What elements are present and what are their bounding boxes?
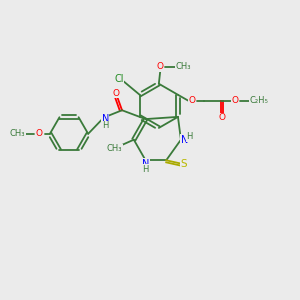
Text: H: H [102, 121, 108, 130]
Text: O: O [112, 89, 120, 98]
Text: H: H [142, 165, 149, 174]
Text: N: N [102, 114, 109, 124]
Text: N: N [181, 135, 188, 145]
Text: CH₃: CH₃ [176, 62, 191, 71]
Text: O: O [189, 96, 196, 105]
Text: O: O [218, 113, 225, 122]
Text: C₂H₅: C₂H₅ [250, 96, 268, 105]
Text: O: O [232, 96, 239, 105]
Text: CH₃: CH₃ [107, 144, 122, 153]
Text: S: S [181, 159, 187, 169]
Text: Cl: Cl [114, 74, 124, 84]
Text: H: H [187, 132, 193, 141]
Text: O: O [157, 62, 164, 71]
Text: N: N [142, 159, 149, 169]
Text: O: O [35, 129, 43, 138]
Text: CH₃: CH₃ [10, 129, 25, 138]
